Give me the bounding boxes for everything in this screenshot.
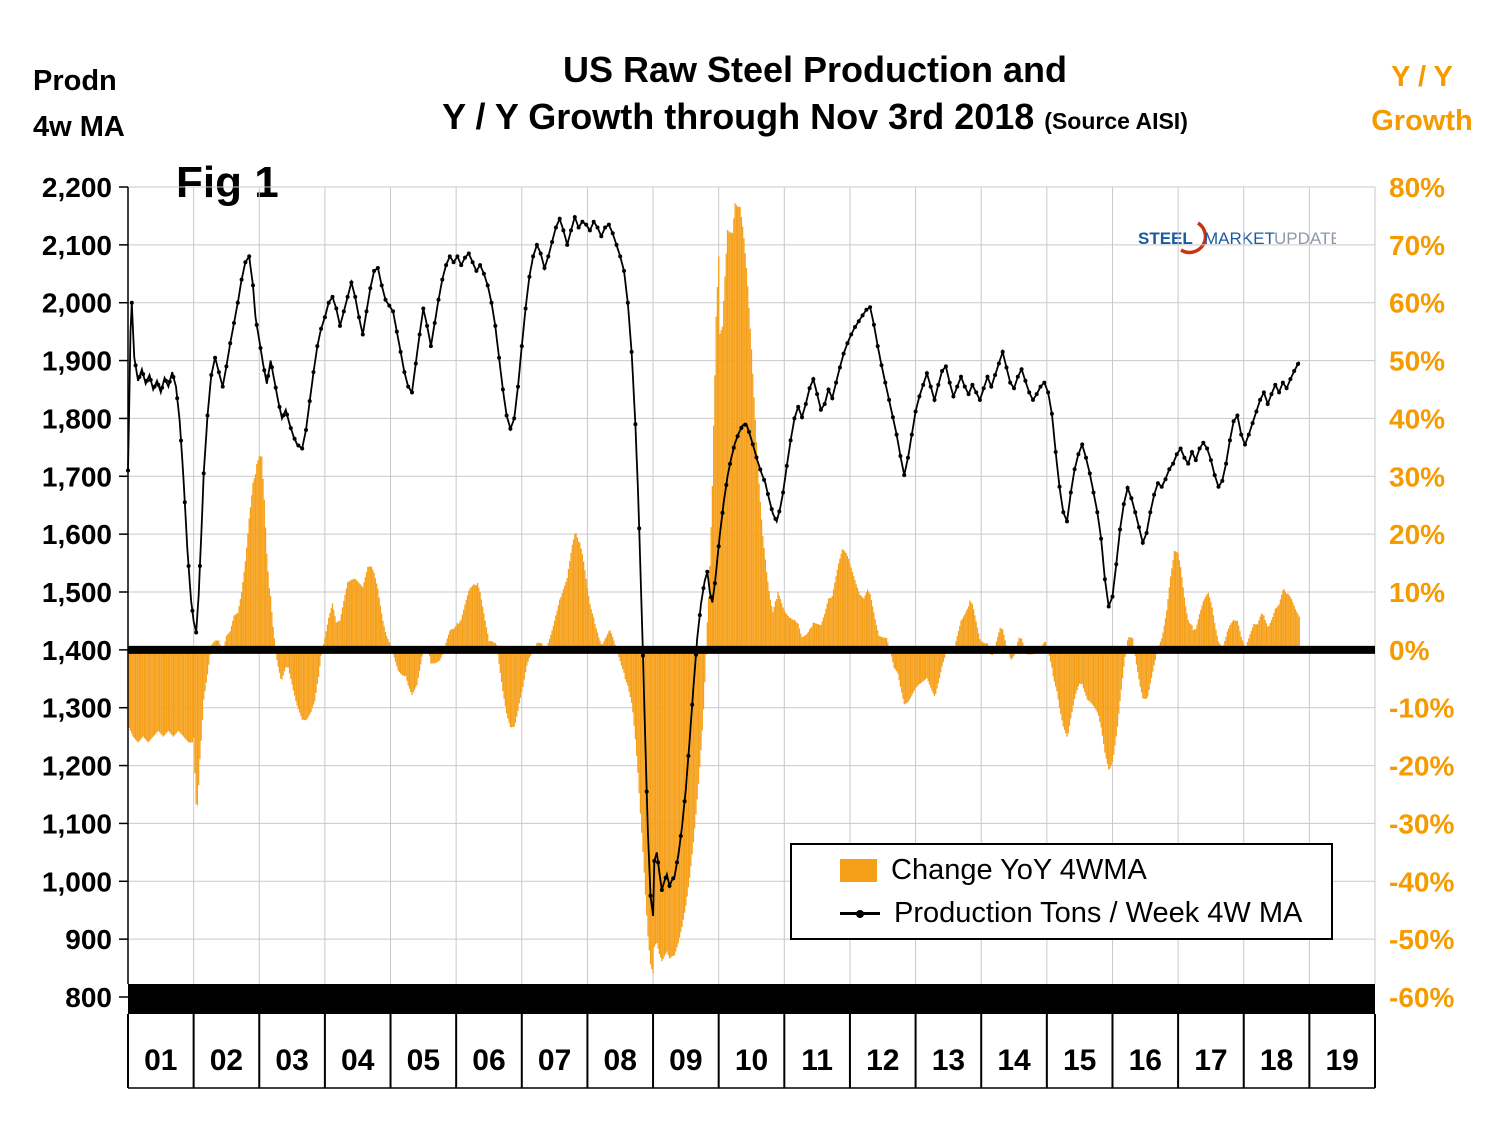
- logo-text-steel: STEEL: [1138, 229, 1193, 248]
- svg-text:-10%: -10%: [1389, 693, 1454, 724]
- svg-text:16: 16: [1129, 1044, 1162, 1077]
- logo-text-update: UPDATE: [1274, 229, 1336, 248]
- svg-text:-60%: -60%: [1389, 982, 1454, 1013]
- right-axis-title-line2: Growth: [1371, 105, 1473, 137]
- svg-text:80%: 80%: [1389, 172, 1445, 203]
- svg-text:1,500: 1,500: [42, 577, 112, 608]
- svg-text:800: 800: [65, 982, 112, 1013]
- svg-text:900: 900: [65, 924, 112, 955]
- svg-text:01: 01: [144, 1044, 177, 1077]
- chart-title-line2-text: Y / Y Growth through Nov 3rd 2018: [442, 96, 1035, 137]
- svg-text:1,800: 1,800: [42, 403, 112, 434]
- svg-text:02: 02: [210, 1044, 243, 1077]
- svg-text:1,000: 1,000: [42, 866, 112, 897]
- svg-text:1,600: 1,600: [42, 519, 112, 550]
- svg-text:-30%: -30%: [1389, 808, 1454, 839]
- legend-production-label: Production Tons / Week 4W MA: [894, 896, 1303, 929]
- chart-title-line1: US Raw Steel Production and: [562, 49, 1068, 90]
- svg-text:30%: 30%: [1389, 461, 1445, 492]
- chart-title-source: (Source AISI): [1044, 108, 1188, 134]
- left-axis: 800 900 1,000 1,100 1,200 1,300 1,400 1,500 1,60…: [42, 172, 129, 1013]
- svg-text:1,300: 1,300: [42, 693, 112, 724]
- chart-legend: Change YoY 4WMA Production Tons / Week 4…: [790, 843, 1333, 940]
- svg-text:15: 15: [1063, 1044, 1096, 1077]
- svg-text:11: 11: [801, 1044, 833, 1077]
- logo-text-market: MARKET: [1204, 229, 1275, 248]
- svg-text:03: 03: [275, 1044, 308, 1077]
- svg-text:10%: 10%: [1389, 577, 1445, 608]
- svg-text:20%: 20%: [1389, 519, 1445, 550]
- svg-text:17: 17: [1194, 1044, 1227, 1077]
- svg-text:1,100: 1,100: [42, 808, 112, 839]
- figure-label: Fig 1: [176, 158, 279, 207]
- svg-text:-50%: -50%: [1389, 924, 1454, 955]
- svg-text:04: 04: [341, 1044, 375, 1077]
- svg-text:1,200: 1,200: [42, 751, 112, 782]
- svg-text:1,700: 1,700: [42, 461, 112, 492]
- svg-text:13: 13: [932, 1044, 965, 1077]
- svg-text:08: 08: [604, 1044, 637, 1077]
- bottom-axis-bar: [128, 984, 1375, 1014]
- svg-text:09: 09: [669, 1044, 702, 1077]
- svg-text:12: 12: [866, 1044, 899, 1077]
- svg-text:70%: 70%: [1389, 230, 1445, 261]
- svg-text:07: 07: [538, 1044, 571, 1077]
- svg-text:05: 05: [407, 1044, 440, 1077]
- svg-text:18: 18: [1260, 1044, 1293, 1077]
- production-line-series: [126, 214, 1301, 917]
- svg-text:1,400: 1,400: [42, 635, 112, 666]
- svg-text:14: 14: [997, 1044, 1031, 1077]
- svg-text:19: 19: [1325, 1044, 1358, 1077]
- svg-text:06: 06: [472, 1044, 505, 1077]
- svg-text:0%: 0%: [1389, 635, 1430, 666]
- production-line-swatch-icon: [840, 909, 880, 918]
- zero-line: [128, 645, 1375, 654]
- right-axis-title-line1: Y / Y: [1391, 61, 1453, 93]
- svg-text:1,900: 1,900: [42, 346, 112, 377]
- chart-title-line2: Y / Y Growth through Nov 3rd 2018 (Sourc…: [300, 92, 1330, 146]
- svg-text:40%: 40%: [1389, 403, 1445, 434]
- x-axis-year-labels: 01 02 03 04 05 06 07 08 09 10 11 12 13 14 15 16 17 18 19: [127, 1014, 1376, 1089]
- legend-item-production: Production Tons / Week 4W MA: [840, 897, 1331, 930]
- right-axis-title: Y / Y Growth: [1352, 55, 1492, 143]
- left-axis-title-line1: Prodn: [33, 65, 117, 97]
- chart-title: US Raw Steel Production and Y / Y Growth…: [300, 48, 1330, 146]
- svg-text:-20%: -20%: [1389, 751, 1454, 782]
- left-axis-title: Prodn 4w MA: [33, 58, 125, 150]
- svg-text:2,200: 2,200: [42, 172, 112, 203]
- svg-text:2,000: 2,000: [42, 288, 112, 319]
- left-axis-title-line2: 4w MA: [33, 111, 125, 143]
- svg-text:-40%: -40%: [1389, 866, 1454, 897]
- yoy-bar-swatch-icon: [840, 858, 877, 882]
- svg-text:2,100: 2,100: [42, 230, 112, 261]
- svg-text:50%: 50%: [1389, 346, 1445, 377]
- svg-text:10: 10: [735, 1044, 768, 1077]
- legend-yoy-label: Change YoY 4WMA: [891, 853, 1147, 886]
- legend-item-yoy: Change YoY 4WMA: [840, 854, 1331, 887]
- svg-text:60%: 60%: [1389, 288, 1445, 319]
- right-axis: -60% -50% -40% -30% -20% -10% 0% 10% 20% 30% 40% 50…: [1389, 172, 1454, 1013]
